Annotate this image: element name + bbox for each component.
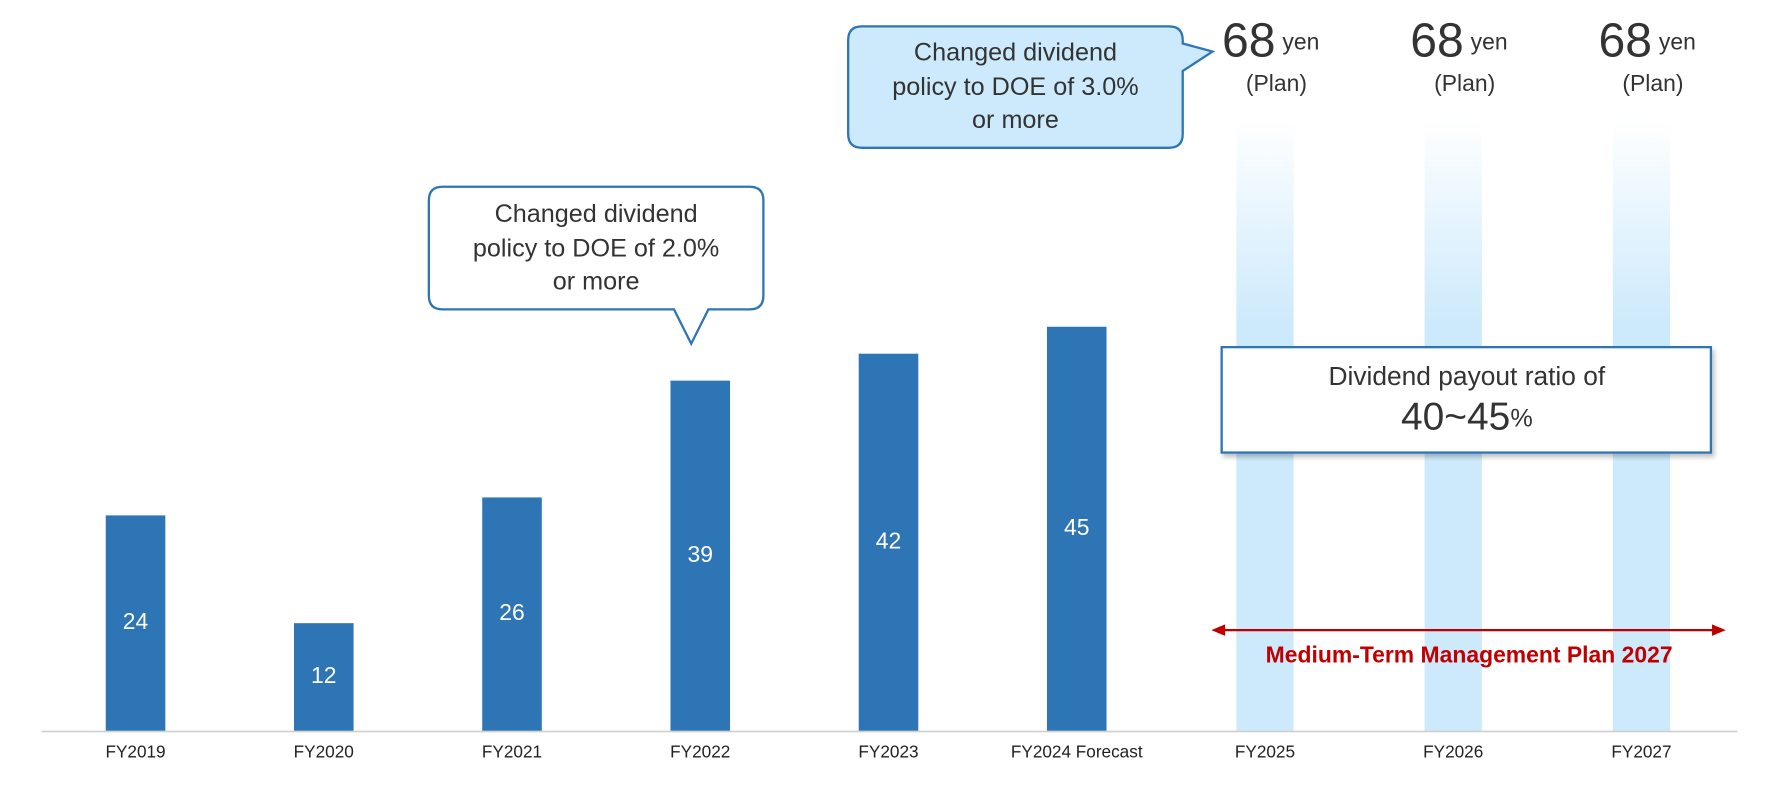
callout-line: or more [972,106,1059,134]
value-label: 12 [311,662,336,688]
value-label: 42 [876,527,901,553]
value-label: 45 [1064,514,1089,540]
callout-text: Changed dividend policy to DOE of 2.0% or … [473,200,719,296]
value-label: 24 [123,608,149,634]
payout-box [1220,346,1713,454]
x-tick-label: FY2027 [1611,741,1671,761]
plan-value: 68 [1222,13,1276,67]
plan-value-label: 68 yen [1599,13,1696,67]
bar [482,497,542,731]
bar [105,515,166,731]
callout-box [427,185,765,347]
callout-text: Changed dividend policy to DOE of 3.0% or … [892,39,1138,135]
callout-line: Changed dividend [914,39,1117,67]
x-tick-label: FY2021 [482,741,542,761]
bar [670,380,731,731]
payout-range-value: 40~45 [1401,396,1510,439]
x-tick-label: FY2022 [670,741,730,761]
payout-text: Dividend payout ratio of [1328,361,1605,391]
plan-label: (Plan) [1622,70,1683,96]
plan-value: 68 [1410,13,1464,67]
x-tick-label: FY2024 Forecast [1011,741,1143,761]
plan-unit: yen [1659,29,1696,55]
payout-unit: % [1510,404,1532,432]
value-label: 39 [688,541,713,567]
x-tick-label: FY2025 [1235,741,1295,761]
plan-value-label: 68 yen [1222,13,1319,67]
bar [858,353,919,731]
x-tick-label: FY2020 [294,741,354,761]
callout-line: policy to DOE of 3.0% [892,73,1138,101]
callout-line: policy to DOE of 2.0% [473,234,719,262]
callout-line: or more [553,268,640,296]
plan-unit: yen [1282,29,1319,55]
plan-value-label: 68 yen [1410,13,1507,67]
plan-value: 68 [1599,13,1653,67]
x-tick-label: FY2026 [1423,741,1483,761]
callout-box [847,25,1216,149]
bar [293,623,354,731]
plan-label: (Plan) [1434,70,1495,96]
value-label: 26 [499,599,524,625]
plan-period: Medium-Term Management Plan 2027 [1266,642,1673,668]
x-tick-label: FY2023 [858,741,918,761]
plan-label: (Plan) [1246,70,1307,96]
x-tick-label: FY2019 [105,741,165,761]
callout-line: Changed dividend [495,200,698,228]
payout-range: 40~45% [1401,396,1533,439]
plan-unit: yen [1471,29,1508,55]
bar [1046,326,1107,731]
